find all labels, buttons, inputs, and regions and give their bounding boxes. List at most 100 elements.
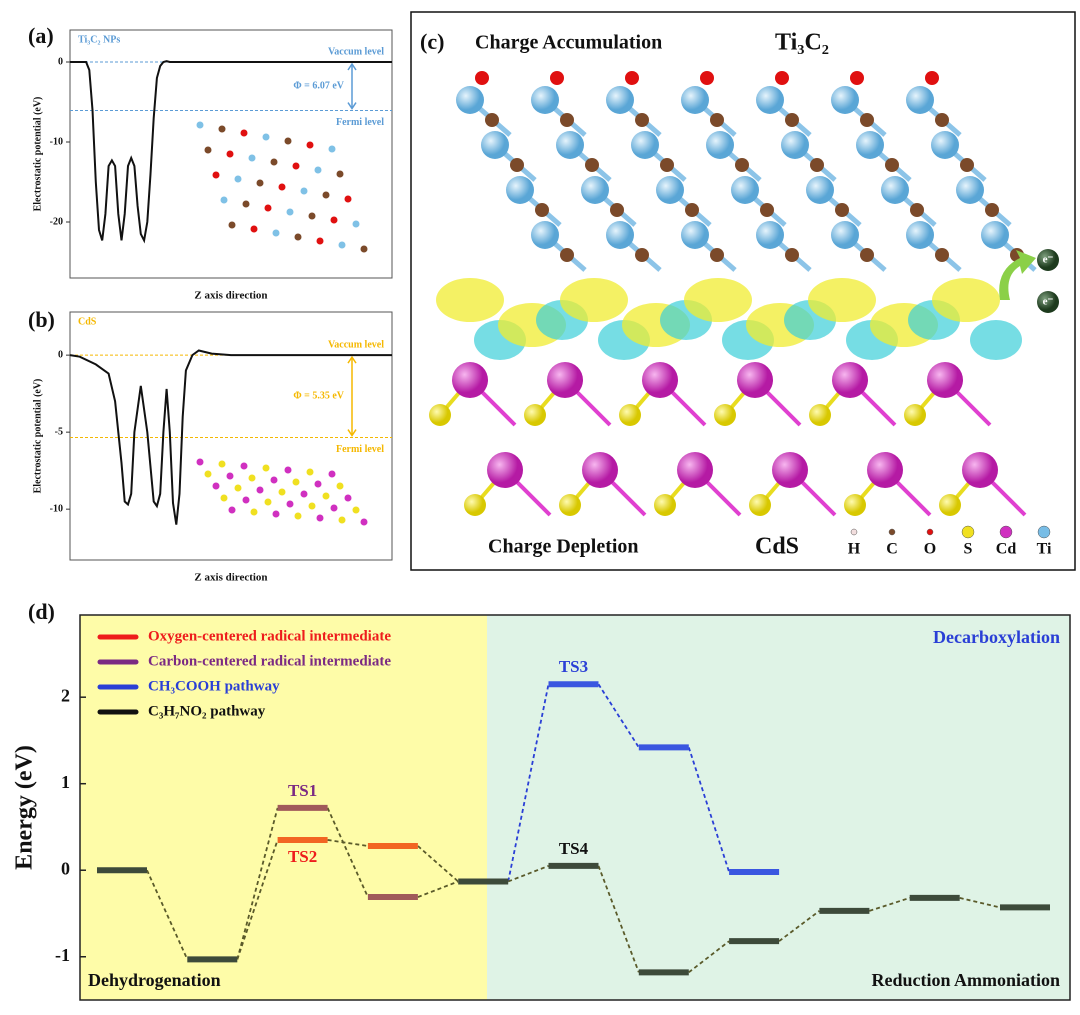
atom-ti <box>831 221 859 249</box>
atom-cd <box>737 362 773 398</box>
y-tick-label: -1 <box>55 945 70 965</box>
atom-c <box>935 113 949 127</box>
atom-cd <box>832 362 868 398</box>
inset-atom <box>196 458 204 466</box>
atom-cd <box>582 452 618 488</box>
atom-c <box>910 203 924 217</box>
atom-ti <box>581 176 609 204</box>
inset-atom <box>314 480 322 488</box>
atom-c <box>685 203 699 217</box>
atom-c <box>585 158 599 172</box>
electron-label: e⁻ <box>1043 254 1054 266</box>
inset-atom <box>286 500 294 508</box>
atom-ti <box>756 221 784 249</box>
work-function-label: Φ = 5.35 eV <box>293 391 344 402</box>
atom-c <box>885 158 899 172</box>
inset-atom <box>278 488 286 496</box>
inset-atom <box>308 212 316 220</box>
inset-atom <box>228 221 236 229</box>
legend-label: Oxygen-centered radical intermediate <box>148 628 391 644</box>
level-connector <box>597 683 640 748</box>
y-axis-label: Electrostatic potential (eV) <box>32 97 43 212</box>
inset-atom <box>234 484 242 492</box>
atom-c <box>485 113 499 127</box>
atom-legend-marker <box>961 525 975 539</box>
inset-atom <box>284 137 292 145</box>
atom-s <box>809 404 831 426</box>
inset-atom <box>220 196 228 204</box>
atom-c <box>510 158 524 172</box>
atom-c <box>635 248 649 262</box>
inset-atom <box>286 208 294 216</box>
atom-ti <box>806 176 834 204</box>
inset-atom <box>212 482 220 490</box>
inset-atom <box>242 200 250 208</box>
atom-legend-marker <box>850 528 858 536</box>
inset-atom <box>250 225 258 233</box>
atom-ti <box>481 131 509 159</box>
atom-ti <box>706 131 734 159</box>
inset-atom <box>360 518 368 526</box>
level-connector <box>687 747 730 873</box>
level-connector <box>326 807 369 898</box>
atom-c <box>985 203 999 217</box>
atom-ti <box>631 131 659 159</box>
atom-ti <box>756 86 784 114</box>
transition-state-label: TS1 <box>288 781 317 800</box>
atom-s <box>464 494 486 516</box>
chart-title: CdS <box>78 316 97 327</box>
arrow-head <box>347 355 357 437</box>
atom-ti <box>556 131 584 159</box>
atom-c <box>960 158 974 172</box>
atom-cd <box>867 452 903 488</box>
atom-legend-label: Ti <box>1037 541 1052 558</box>
level-connector <box>236 839 279 960</box>
inset-atom <box>270 158 278 166</box>
inset-atom <box>308 502 316 510</box>
x-axis-label: Z axis direction <box>194 572 267 584</box>
electron <box>1037 291 1059 313</box>
inset-atom <box>300 490 308 498</box>
y-axis-label: Electrostatic potential (eV) <box>32 379 43 494</box>
x-axis-label: Z axis direction <box>194 290 267 302</box>
atom-legend-label: C <box>886 541 898 558</box>
atom-c <box>785 113 799 127</box>
level-connector <box>507 684 550 882</box>
atom-cd <box>772 452 808 488</box>
material-label: Ti₃C₂ <box>775 30 829 56</box>
y-tick-label: 0 <box>58 349 63 360</box>
atom-c <box>535 203 549 217</box>
atom-o <box>475 71 489 85</box>
atom-c <box>785 248 799 262</box>
atom-ti <box>831 86 859 114</box>
y-tick-label: -10 <box>50 503 63 514</box>
y-axis-label: Energy (eV) <box>12 745 38 870</box>
level-connector <box>778 910 820 942</box>
atom-c <box>710 248 724 262</box>
potential-curve <box>69 349 392 525</box>
panel-label: (c) <box>420 29 444 54</box>
level-connector <box>417 880 459 898</box>
legend-label: C₃H₇NO₂ pathway <box>148 703 266 719</box>
inset-atom <box>242 496 250 504</box>
inset-atom <box>256 179 264 187</box>
charge-depletion <box>970 320 1022 360</box>
atom-ti <box>656 176 684 204</box>
inset-atom <box>220 494 228 502</box>
inset-atom <box>228 506 236 514</box>
atom-c <box>760 203 774 217</box>
y-tick-label: 1 <box>61 772 70 792</box>
inset-atom <box>256 486 264 494</box>
inset-atom <box>196 121 204 129</box>
atom-c <box>610 203 624 217</box>
atom-ti <box>731 176 759 204</box>
charge-accumulation <box>684 278 752 322</box>
atom-ti <box>906 86 934 114</box>
inset-atom <box>264 204 272 212</box>
atom-ti <box>881 176 909 204</box>
atom-o <box>775 71 789 85</box>
inset-atom <box>336 482 344 490</box>
atom-s <box>844 494 866 516</box>
inset-atom <box>352 506 360 514</box>
